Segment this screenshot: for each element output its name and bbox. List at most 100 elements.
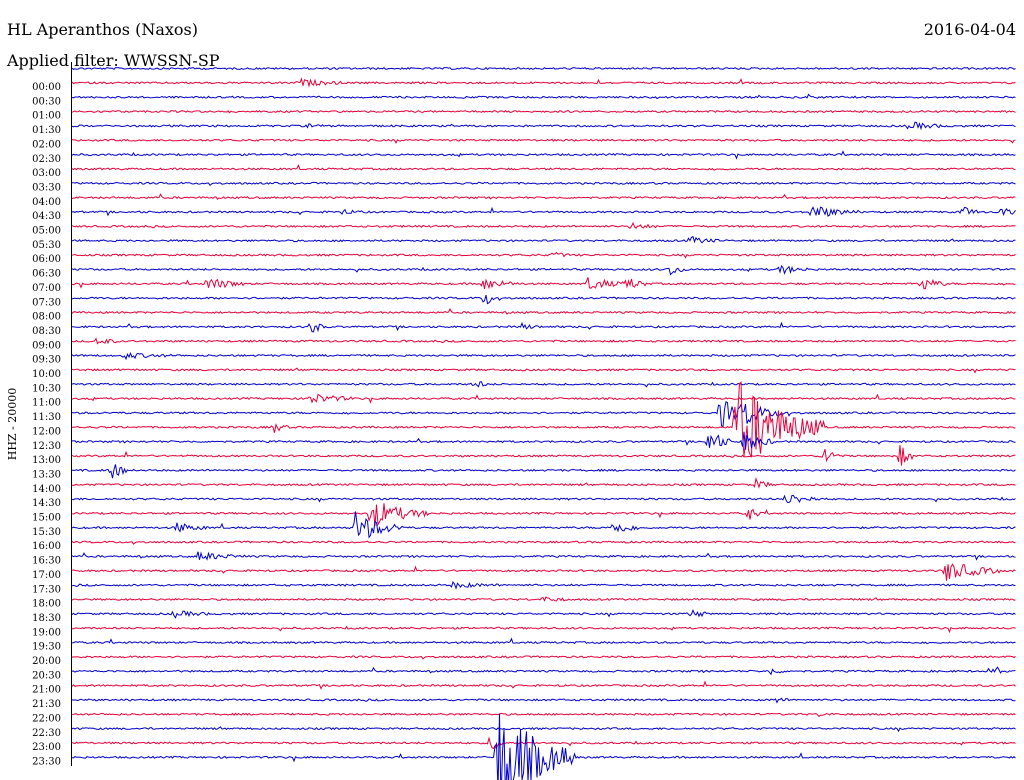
- time-tick-label: 16:30: [32, 556, 61, 567]
- time-tick-label: 04:00: [32, 197, 61, 208]
- time-tick-label: 01:00: [32, 111, 61, 122]
- trace-line: [71, 596, 1016, 602]
- channel-label: HHZ - 20000: [6, 388, 19, 461]
- time-tick-label: 18:30: [32, 613, 61, 624]
- time-tick-label: 00:30: [32, 96, 61, 107]
- trace-line: [71, 580, 1016, 590]
- trace-line: [71, 655, 1016, 660]
- trace-line: [71, 150, 1016, 160]
- trace-line: [71, 138, 1016, 144]
- time-axis-ticks: 00:00 00:30 01:00 01:30 02:00 02:30 03:00 03:30…: [32, 82, 61, 767]
- time-tick-label: 08:30: [32, 326, 61, 337]
- time-tick-label: 04:30: [32, 211, 61, 222]
- time-tick-label: 08:00: [32, 312, 61, 323]
- trace-line: [71, 726, 1016, 733]
- trace-line: [71, 625, 1016, 634]
- time-tick-label: 22:30: [32, 728, 61, 739]
- trace-line: [71, 697, 1016, 704]
- time-tick-label: 20:30: [32, 670, 61, 681]
- trace-line: [71, 713, 1016, 780]
- trace-line: [71, 337, 1016, 345]
- time-tick-label: 01:30: [32, 125, 61, 136]
- time-tick-label: 13:30: [32, 469, 61, 480]
- time-tick-label: 23:30: [32, 756, 61, 767]
- trace-line: [71, 680, 1016, 690]
- trace-line: [71, 351, 1016, 361]
- time-tick-label: 21:30: [32, 699, 61, 710]
- trace-line: [71, 381, 1016, 388]
- time-tick-label: 13:00: [32, 455, 61, 466]
- time-tick-label: 06:00: [32, 254, 61, 265]
- time-tick-label: 22:00: [32, 713, 61, 724]
- trace-line: [71, 221, 1016, 230]
- time-tick-label: 15:30: [32, 527, 61, 538]
- time-tick-label: 19:30: [32, 642, 61, 653]
- time-tick-label: 15:00: [32, 513, 61, 524]
- trace-line: [71, 476, 1016, 489]
- trace-line: [71, 264, 1016, 276]
- trace-line: [71, 66, 1016, 71]
- time-tick-label: 10:30: [32, 383, 61, 394]
- time-tick-label: 02:00: [32, 139, 61, 150]
- trace-line: [71, 464, 1016, 479]
- trace-line: [71, 277, 1016, 290]
- trace-lines: [71, 66, 1016, 780]
- trace-line: [71, 563, 1016, 581]
- time-tick-label: 11:00: [32, 398, 61, 409]
- time-tick-label: 00:00: [32, 82, 61, 93]
- trace-line: [72, 431, 1016, 450]
- time-tick-label: 21:00: [32, 685, 61, 696]
- time-tick-label: 07:00: [32, 283, 61, 294]
- trace-line: [71, 121, 1016, 131]
- trace-line: [71, 608, 1016, 619]
- time-tick-label: 12:00: [32, 426, 61, 437]
- trace-line: [71, 367, 1016, 374]
- time-tick-label: 02:30: [32, 154, 61, 165]
- trace-line: [71, 540, 1016, 545]
- trace-line: [71, 712, 1016, 718]
- trace-line: [71, 77, 1016, 88]
- trace-line: [71, 393, 1016, 404]
- trace-line: [71, 193, 1016, 201]
- time-tick-label: 11:30: [32, 412, 61, 423]
- trace-line: [71, 401, 1016, 428]
- trace-line: [71, 637, 1016, 645]
- trace-line: [71, 666, 1016, 676]
- trace-line: [71, 164, 1016, 171]
- time-tick-label: 07:30: [32, 297, 61, 308]
- trace-line: [71, 110, 1016, 114]
- time-tick-label: 03:00: [32, 168, 61, 179]
- trace-line: [71, 251, 1016, 259]
- trace-line: [71, 308, 1016, 315]
- trace-line: [71, 494, 1016, 504]
- time-tick-label: 10:00: [32, 369, 61, 380]
- trace-line: [71, 93, 1016, 100]
- trace-line: [71, 321, 1016, 333]
- date-label: 2016-04-04: [923, 20, 1016, 39]
- time-tick-label: 20:00: [32, 656, 61, 667]
- time-tick-label: 12:30: [32, 441, 61, 452]
- time-tick-label: 09:00: [32, 340, 61, 351]
- trace-line: [71, 503, 1016, 527]
- time-tick-label: 19:00: [32, 627, 61, 638]
- trace-line: [71, 181, 1016, 187]
- time-tick-label: 23:00: [32, 742, 61, 753]
- trace-line: [71, 381, 1016, 458]
- trace-line: [71, 511, 1016, 539]
- time-tick-label: 09:30: [32, 355, 61, 366]
- trace-line: [71, 551, 1016, 561]
- time-tick-label: 14:30: [32, 498, 61, 509]
- time-tick-label: 05:00: [32, 226, 61, 237]
- trace-line: [71, 445, 1016, 466]
- trace-line: [71, 736, 1016, 750]
- time-tick-label: 14:00: [32, 484, 61, 495]
- time-tick-label: 05:30: [32, 240, 61, 251]
- time-tick-label: 16:00: [32, 541, 61, 552]
- trace-line: [71, 294, 1016, 305]
- filter-label: Applied filter: WWSSN-SP: [7, 51, 220, 70]
- time-tick-label: 18:00: [32, 599, 61, 610]
- station-title: HL Aperanthos (Naxos): [7, 20, 198, 39]
- time-tick-label: 17:00: [32, 570, 61, 581]
- time-tick-label: 03:30: [32, 182, 61, 193]
